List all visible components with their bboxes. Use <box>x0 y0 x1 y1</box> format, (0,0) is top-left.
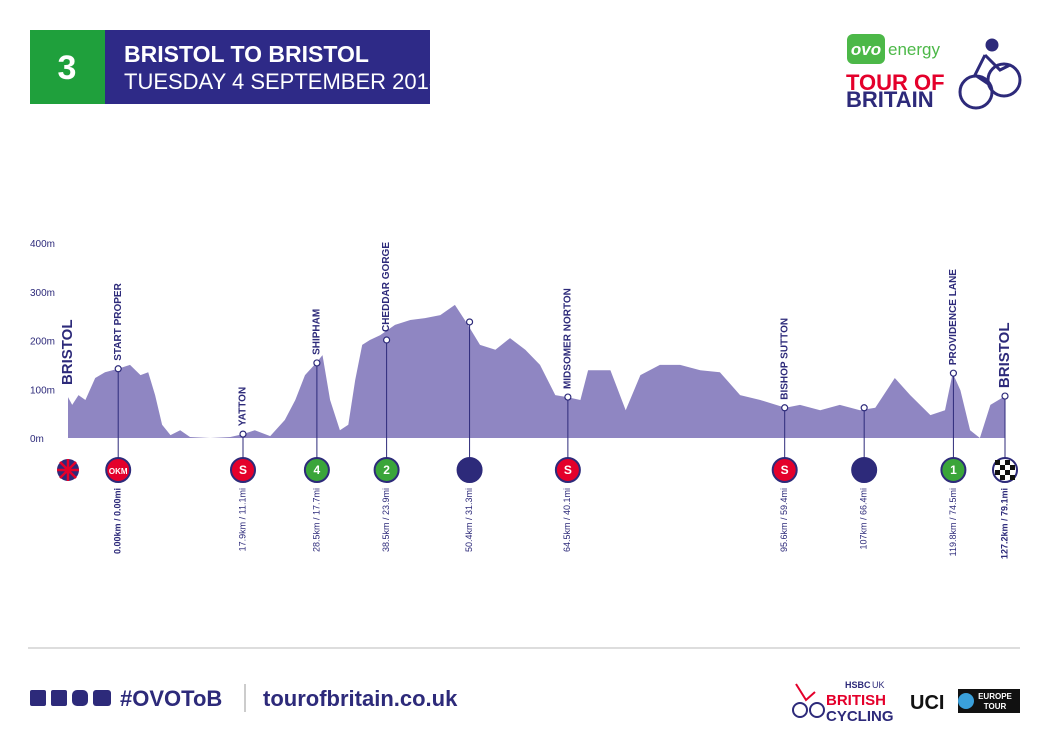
ovo-badge <box>847 34 885 64</box>
sponsor-small-suffix: UK <box>872 680 885 690</box>
ovo-text: ovo <box>851 40 881 59</box>
badge-text: S <box>239 463 247 477</box>
badge-text: 4 <box>314 463 321 477</box>
marker-badge <box>771 457 798 483</box>
stage-box <box>30 30 105 104</box>
finish-checker <box>1005 460 1010 465</box>
badge-text: 2 <box>383 463 390 477</box>
y-tick-label: 0m <box>30 434 44 445</box>
badge-text: OKM <box>109 467 128 476</box>
marker-dot <box>860 404 868 412</box>
uci-text: UCI <box>910 692 944 714</box>
y-tick-label: 400m <box>30 239 55 250</box>
marker-dot <box>781 404 789 412</box>
distance-label: 50.4km / 31.3mi <box>464 488 474 552</box>
marker-badge <box>229 457 256 483</box>
finish-checker <box>995 470 1000 475</box>
marker-name: SHIPHAM <box>312 309 323 355</box>
distance-label: 127.2km / 79.1mi <box>999 488 1009 559</box>
y-tick-label: 100m <box>30 385 55 396</box>
distance-label: 17.9km / 11.1mi <box>237 488 247 551</box>
marker-badge <box>851 457 878 483</box>
distance-label: 119.8km / 74.5mi <box>948 488 958 556</box>
stage-date: TUESDAY 4 SEPTEMBER 2018 <box>124 69 441 94</box>
marker-dot <box>383 336 391 344</box>
distance-label: 107km / 66.4mi <box>859 488 869 550</box>
website[interactable]: tourofbritain.co.uk <box>263 686 458 711</box>
marker-dot <box>564 393 572 401</box>
distance-label: 64.5km / 40.1mi <box>562 488 572 552</box>
distance-label: 0.00km / 0.00mi <box>113 488 123 554</box>
start-flag-cross <box>57 459 79 481</box>
distance-label: 28.5km / 17.7mi <box>311 488 321 552</box>
logo-line2: BRITAIN <box>846 87 934 112</box>
marker-name: BRISTOL <box>996 323 1013 389</box>
y-tick-label: 300m <box>30 288 55 299</box>
y-tick-label: 200m <box>30 337 55 348</box>
finish-checker <box>1005 470 1010 475</box>
finish-checker <box>1010 465 1015 470</box>
social-icons <box>30 690 111 706</box>
logo-line1: TOUR OF <box>846 70 945 95</box>
marker-name: BISHOP SUTTON <box>779 318 790 400</box>
marker-dot <box>114 365 122 373</box>
finish-checker <box>1000 465 1005 470</box>
marker-dot <box>313 359 321 367</box>
marker-badge <box>456 457 483 483</box>
finish-checker <box>1010 475 1015 480</box>
marker-name: YATTON <box>238 387 249 426</box>
badge-text: 1 <box>950 463 957 477</box>
tour-globe <box>958 693 974 709</box>
marker-badge <box>554 457 581 483</box>
marker-dot <box>1001 392 1009 400</box>
british-cycling-icon <box>792 683 825 718</box>
cyclist-icon <box>958 38 1022 110</box>
marker-dot <box>239 430 247 438</box>
marker-name: PROVIDENCE LANE <box>948 269 959 365</box>
marker-dot <box>465 318 474 326</box>
energy-text: energy <box>888 40 940 59</box>
marker-badge <box>373 457 400 483</box>
finish-checker <box>995 460 1000 465</box>
marker-name: CHEDDAR GORGE <box>381 242 392 332</box>
marker-dot <box>949 369 958 377</box>
distance-label: 38.5km / 23.9mi <box>381 488 391 552</box>
stage-number: 3 <box>58 49 77 87</box>
start-label: BRISTOL <box>59 319 76 385</box>
finish-checker <box>1000 475 1005 480</box>
marker-badge <box>303 457 330 483</box>
marker-badge <box>105 457 132 483</box>
tour-line1: EUROPE <box>978 692 1012 701</box>
marker-name: START PROPER <box>113 282 124 360</box>
elevation-area <box>68 304 1005 438</box>
sponsor-line2: CYCLING <box>826 708 894 725</box>
sponsor-small: HSBC <box>845 680 871 690</box>
hashtag: #OVOToB <box>120 686 222 711</box>
tour-line2: TOUR <box>984 702 1007 711</box>
badge-text: S <box>781 463 789 477</box>
marker-badge <box>940 457 967 483</box>
distance-label: 95.6km / 59.4mi <box>779 488 789 552</box>
stage-title: BRISTOL TO BRISTOL <box>124 41 369 67</box>
badge-text: S <box>564 463 572 477</box>
title-box <box>105 30 430 104</box>
sponsor-line1: BRITISH <box>826 692 886 709</box>
marker-name: MIDSOMER NORTON <box>563 288 574 389</box>
